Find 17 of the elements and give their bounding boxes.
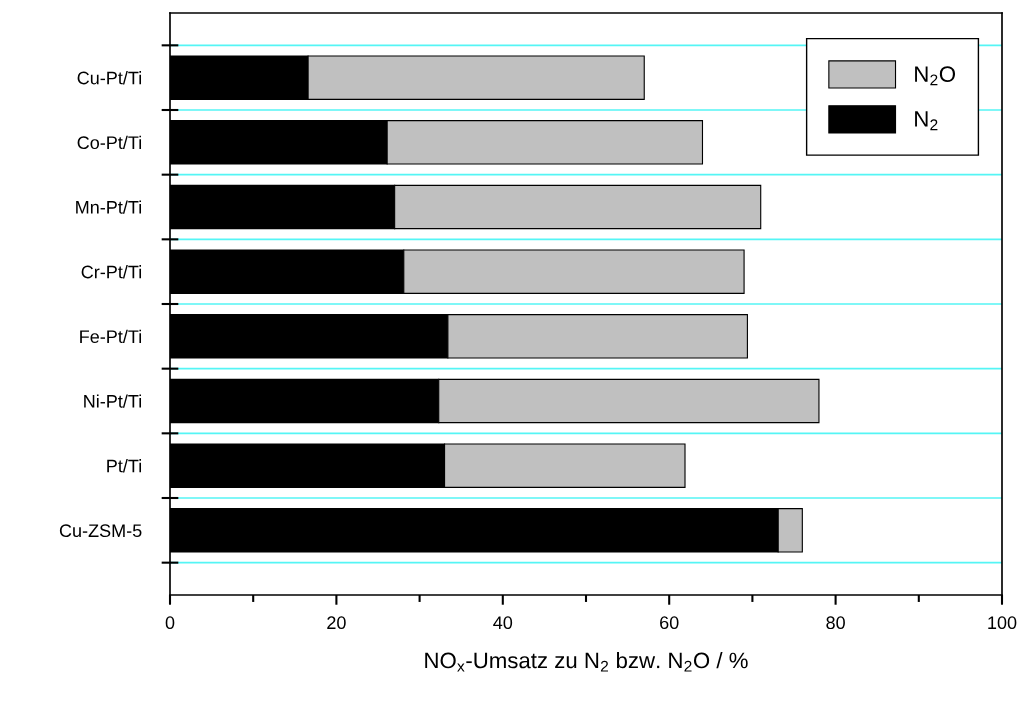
x-tick-label: 60 [660, 616, 679, 630]
x-tick-label: 40 [493, 616, 513, 630]
y-tick-label: Ni-Pt/Ti [84, 394, 142, 408]
y-tick-label: Fe-Pt/Ti [80, 329, 142, 344]
x-tick-label: 80 [826, 616, 845, 630]
y-tick-label: Cr-Pt/Ti [81, 265, 142, 279]
y-tick-label: Mn-Pt/Ti [76, 200, 142, 214]
y-tick-label: Cu-Pt/Ti [77, 71, 142, 85]
legend-label: N$_{2}$O [915, 66, 956, 86]
x-axis-title: NO$_{x}$-Umsatz zu N$_{2}$ bzw. N$_{2}$O / % [425, 651, 748, 672]
legend-label: N$_{2}$ [915, 111, 938, 131]
y-tick-label: Cu-ZSM-5 [59, 524, 142, 538]
y-tick-label: Pt/Ti [107, 459, 142, 473]
x-tick-label: 100 [988, 616, 1017, 630]
x-tick-label: 20 [327, 616, 346, 630]
x-tick-label: 0 [165, 616, 175, 630]
y-tick-label: Co-Pt/Ti [77, 135, 142, 150]
